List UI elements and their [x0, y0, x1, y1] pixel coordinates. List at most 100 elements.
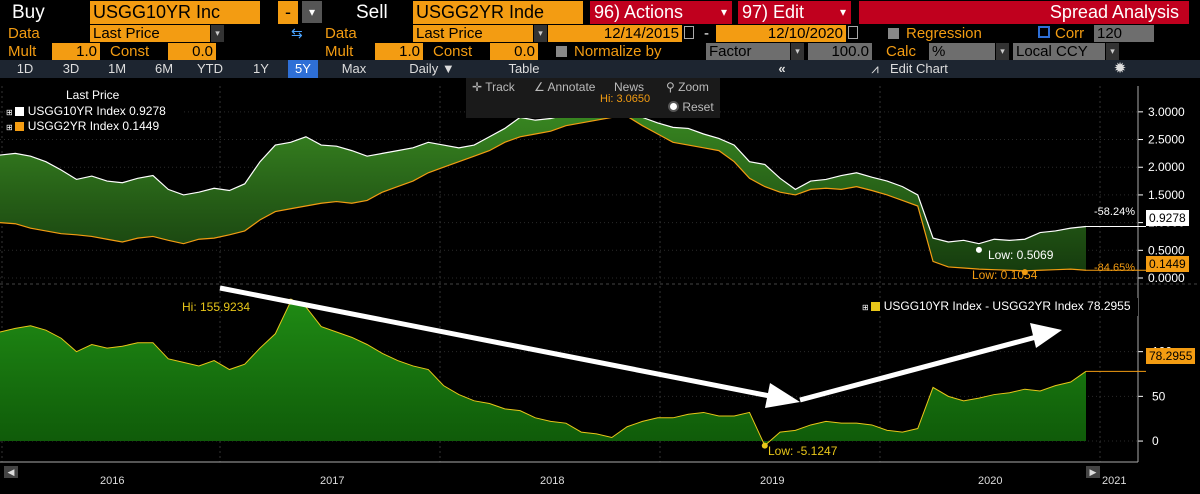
track-tool[interactable]: ✛ Track [472, 80, 515, 94]
expand-icon: ⊞ [6, 123, 13, 132]
chart-icon: ⩘ [871, 61, 879, 76]
legend-swatch [14, 107, 24, 116]
data-field-2[interactable]: Last Price [413, 25, 533, 42]
last-value-tag-10yr: 0.9278 [1146, 210, 1189, 226]
tab-3d[interactable]: 3D [62, 61, 80, 76]
mult-label-2: Mult [325, 43, 354, 60]
low-marker-10yr [975, 246, 982, 253]
normalize-by-field[interactable]: Factor [706, 43, 790, 60]
frequency-label: Daily [409, 61, 439, 76]
legend-series-value: 0.1449 [122, 119, 160, 133]
y-tick-label-top: 2.0000 [1148, 160, 1185, 174]
corr-label: Corr [1055, 25, 1085, 42]
calc-label: Calc [886, 43, 917, 60]
mult-field-1[interactable]: 1.0 [52, 43, 100, 60]
frequency-dropdown[interactable]: Daily ▼ [392, 60, 472, 78]
pencil-icon: ∠ [534, 80, 545, 94]
low-annotation-10yr: Low: 0.5069 [988, 248, 1054, 262]
sell-label: Sell [356, 2, 388, 23]
hi-annotation-spread: Hi: 155.9234 [182, 300, 251, 314]
corr-checkbox[interactable] [1038, 26, 1050, 38]
tab-1y[interactable]: 1Y [253, 61, 269, 76]
end-date-field[interactable]: 12/10/2020 [716, 25, 846, 42]
annotate-label: Annotate [547, 80, 596, 94]
spread-chart[interactable]: 0.00000.50001.00001.50002.00002.50003.00… [0, 78, 1200, 494]
legend-item-2yr[interactable]: ⊞ USGG2YR Index 0.1449 [6, 119, 159, 135]
y-tick-label-top: 2.5000 [1148, 133, 1185, 147]
y-tick-label-top: 0.5000 [1148, 243, 1185, 257]
gear-icon[interactable]: ✹ [1113, 60, 1127, 77]
dropdown-icon[interactable]: ▾ [791, 43, 804, 60]
actions-label: 96) Actions [594, 2, 684, 22]
swap-icon[interactable]: ⇆ [291, 25, 303, 41]
normalize-factor-field[interactable]: 100.0 [808, 43, 872, 60]
x-tick-label: 2018 [540, 475, 564, 487]
spread-area-top [0, 106, 1086, 271]
scroll-left-button[interactable]: ◀ [4, 466, 18, 478]
dropdown-icon[interactable]: ▾ [996, 43, 1009, 60]
tab-1m[interactable]: 1M [107, 61, 127, 76]
trend-arrow-down [219, 285, 781, 401]
last-value-tag-spread: 78.2955 [1146, 348, 1196, 364]
data-label-1: Data [8, 25, 40, 42]
actions-menu[interactable]: 96) Actions ▾ [590, 1, 732, 24]
tab-ytd[interactable]: YTD [197, 61, 223, 76]
edit-menu[interactable]: 97) Edit ▾ [738, 1, 851, 24]
buy-security-field[interactable]: USGG10YR Inc [90, 1, 260, 24]
page-title: Spread Analysis [859, 1, 1189, 24]
calc-field[interactable]: % [929, 43, 995, 60]
regression-label: Regression [906, 25, 982, 42]
legend-item-10yr[interactable]: ⊞ USGG10YR Index 0.9278 [6, 104, 166, 120]
normalize-checkbox[interactable] [556, 46, 567, 57]
collapse-icon[interactable]: « [778, 61, 786, 76]
corr-value-field[interactable]: 120 [1094, 25, 1154, 42]
series-line-2yr [0, 115, 1087, 272]
hi-annotation-top: Hi: 3.0650 [600, 93, 651, 105]
scroll-right-button[interactable]: ▶ [1086, 466, 1100, 478]
dropdown-icon[interactable]: ▾ [302, 1, 322, 23]
radio-icon [668, 101, 679, 112]
annotate-tool[interactable]: ∠ Annotate [534, 80, 595, 94]
data-field-1[interactable]: Last Price [90, 25, 210, 42]
period-tab-bar: 1D 3D 1M 6M YTD 1Y 5Y Max Daily ▼ Table « ⩘ Edi… [0, 60, 1200, 78]
dropdown-icon[interactable]: ▾ [1106, 43, 1119, 60]
zoom-label: Zoom [678, 80, 709, 94]
news-tool[interactable]: News [614, 80, 644, 94]
sell-security-field[interactable]: USGG2YR Inde [413, 1, 583, 24]
trend-arrow-up [799, 333, 1041, 403]
legend-swatch [14, 122, 24, 131]
dropdown-icon[interactable]: ▾ [534, 25, 547, 42]
const-field-1[interactable]: 0.0 [168, 43, 216, 60]
minus-field[interactable]: - [278, 1, 298, 24]
low-annotation-spread: Low: -5.1247 [768, 444, 838, 458]
const-field-2[interactable]: 0.0 [490, 43, 538, 60]
tab-6m[interactable]: 6M [154, 61, 174, 76]
news-label: News [614, 80, 645, 94]
date-separator: - [704, 25, 709, 42]
mult-field-2[interactable]: 1.0 [375, 43, 423, 60]
data-label-2: Data [325, 25, 357, 42]
dropdown-icon[interactable]: ▾ [211, 25, 224, 42]
x-tick-label: 2016 [100, 475, 124, 487]
zoom-tool[interactable]: ⚲ Zoom [666, 80, 709, 94]
legend-series-value: 0.9278 [129, 104, 166, 118]
legend-swatch [870, 302, 880, 311]
table-button[interactable]: Table [508, 61, 540, 76]
tab-1d[interactable]: 1D [16, 61, 34, 76]
calendar-icon[interactable] [848, 26, 858, 39]
start-date-field[interactable]: 12/14/2015 [548, 25, 682, 42]
reset-tool[interactable]: Reset [668, 100, 714, 114]
tab-max[interactable]: Max [341, 61, 367, 76]
series-line-10yr [0, 105, 1087, 245]
crosshair-icon: ✛ [472, 80, 483, 94]
currency-field[interactable]: Local CCY [1013, 43, 1105, 60]
legend-item-spread[interactable]: ⊞ USGG10YR Index - USGG2YR Index 78.2955 [862, 299, 1131, 315]
legend-series-value: 78.2955 [1087, 299, 1131, 313]
const-label-2: Const [433, 43, 473, 60]
legend-series-name: USGG10YR Index - USGG2YR Index [883, 299, 1084, 313]
regression-checkbox[interactable] [888, 28, 899, 39]
edit-chart-button[interactable]: Edit Chart [890, 61, 948, 76]
tab-5y[interactable]: 5Y [288, 60, 318, 78]
low-marker-spread [761, 442, 768, 449]
calendar-icon[interactable] [684, 26, 694, 39]
